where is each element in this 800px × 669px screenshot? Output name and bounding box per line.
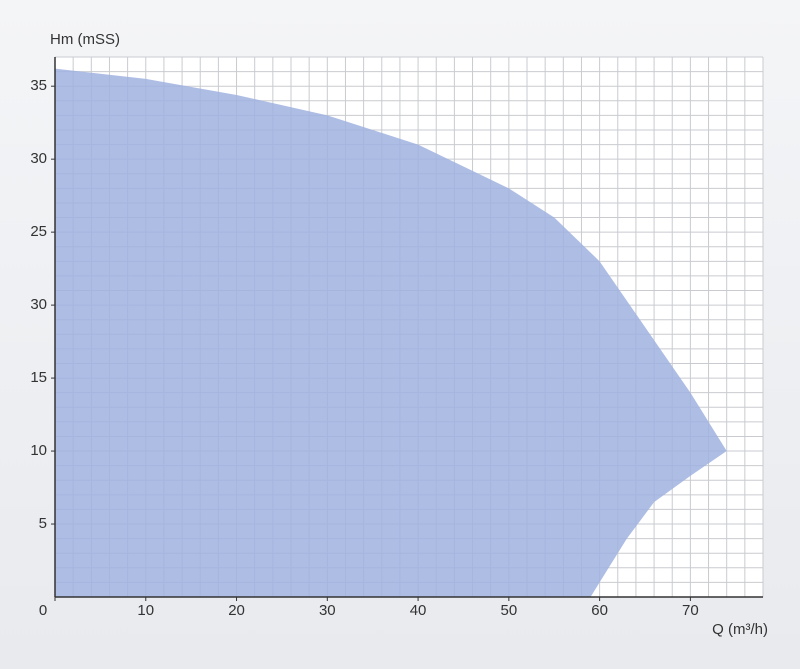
x-tick-label: 50 (501, 602, 518, 619)
x-axis-label: Q (m³/h) (712, 621, 768, 638)
x-tick-label: 40 (410, 602, 427, 619)
x-tick-label: 70 (682, 602, 699, 619)
x-tick-label: 60 (591, 602, 608, 619)
y-tick-label: 35 (30, 77, 47, 94)
y-tick-label: 15 (30, 369, 47, 386)
area (55, 68, 727, 598)
x-tick-label: 20 (228, 602, 245, 619)
y-tick-label: 30 (30, 150, 47, 167)
y-tick-label: 25 (30, 223, 47, 240)
y-tick-label: 10 (30, 442, 47, 459)
x-tick-label: 10 (137, 602, 154, 619)
y-axis-label: Hm (mSS) (50, 31, 120, 48)
x-tick-label: 30 (319, 602, 336, 619)
y-tick-label: 5 (39, 515, 47, 532)
x-tick-label: 0 (39, 602, 47, 619)
y-tick-label: 30 (30, 296, 47, 313)
